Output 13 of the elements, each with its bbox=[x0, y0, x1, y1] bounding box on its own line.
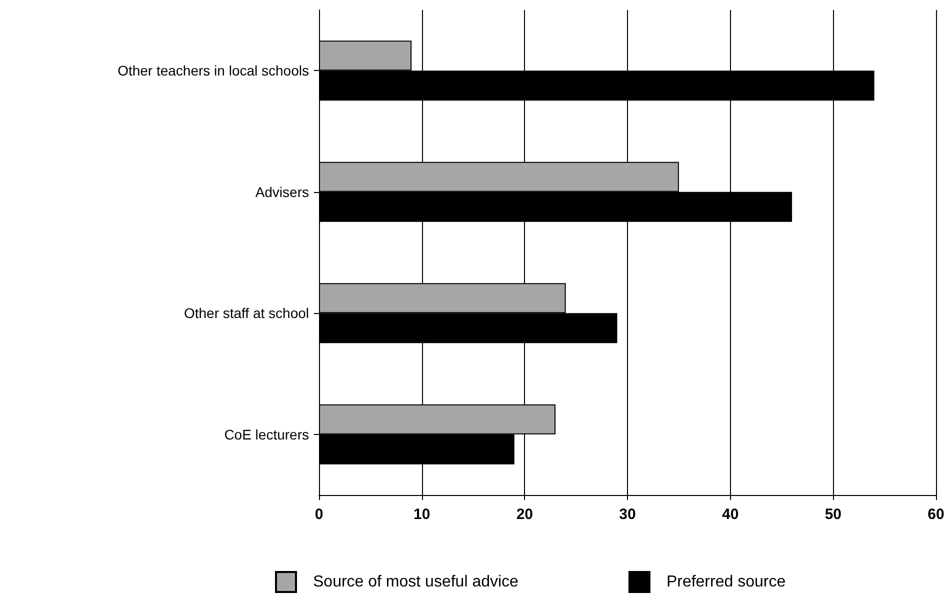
x-tick-label: 20 bbox=[516, 506, 534, 523]
x-tick-label: 0 bbox=[314, 506, 324, 523]
legend-label: Source of most useful advice bbox=[313, 574, 519, 590]
x-tick-label: 10 bbox=[413, 506, 430, 523]
x-tick-label: 40 bbox=[722, 506, 739, 523]
x-tick-label: 60 bbox=[928, 506, 944, 523]
y-tick-label: Advisers bbox=[255, 184, 309, 200]
x-tick-label: 30 bbox=[619, 506, 636, 523]
y-tick-label: Other staff at school bbox=[184, 305, 309, 322]
legend-label: Preferred source bbox=[666, 574, 786, 590]
y-tick-label: CoE lecturers bbox=[224, 426, 309, 442]
x-tick-label: 50 bbox=[824, 506, 842, 523]
y-tick-label: Other teachers in local schools bbox=[118, 62, 309, 79]
